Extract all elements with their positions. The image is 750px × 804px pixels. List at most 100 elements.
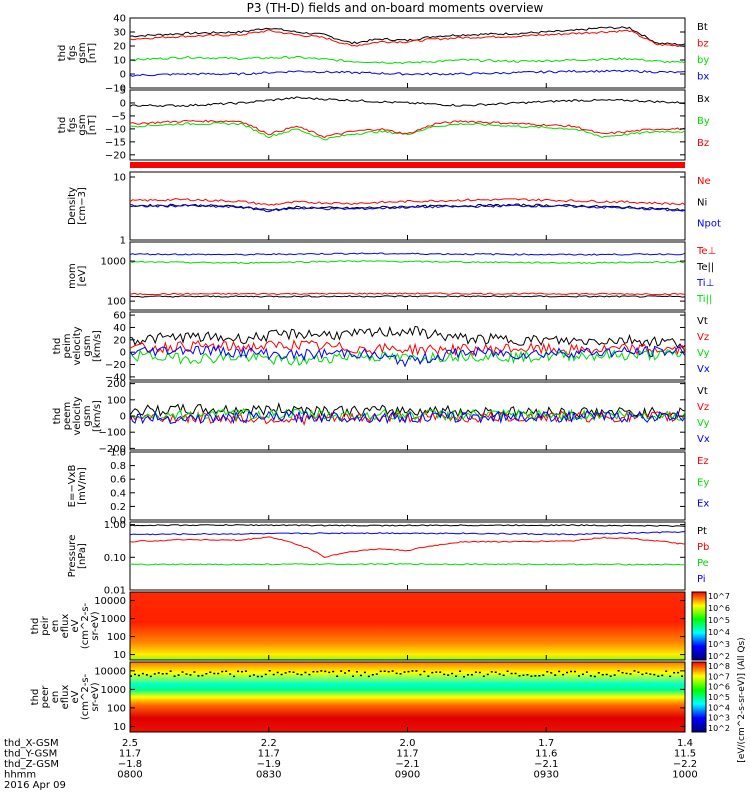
ylabel-line-peer-spectrogram: (cm^2-s- <box>80 673 91 720</box>
spectrogram-noise-mark <box>252 674 255 676</box>
panel-frame-peer-spectrogram <box>129 661 686 733</box>
spectrogram-noise-mark <box>459 670 462 672</box>
spectrogram-noise-mark <box>506 670 509 673</box>
ytick-label-fgs-gsm-components: −5 <box>111 111 126 122</box>
ylabel-line-peer-spectrogram: peer <box>40 685 51 709</box>
spectrogram-noise-mark <box>570 670 573 673</box>
spectrogram-noise-mark <box>514 672 517 675</box>
spectrogram-noise-mark <box>415 670 418 672</box>
spectrogram-noise-mark <box>407 670 410 673</box>
spectrogram-noise-mark <box>486 673 489 676</box>
spectrogram-noise-mark <box>312 670 315 673</box>
spectrogram-noise-mark <box>213 672 216 675</box>
legend-label-fgs-gsm-components-1: By <box>697 116 710 127</box>
spectrogram-noise-mark <box>518 674 521 677</box>
ylabel-line-pressure: [nPa] <box>77 543 88 569</box>
legend-label-moments-temperature-0: Te⊥ <box>696 246 716 257</box>
ytick-label-moments-temperature: 100 <box>107 297 126 308</box>
spectrogram-noise-mark <box>601 673 604 676</box>
colorbar-upper-tick: 10^5 <box>708 616 730 625</box>
spectrogram-noise-mark <box>264 673 267 676</box>
legend-label-moments-temperature-3: Ti|| <box>696 294 712 305</box>
ephemeris-value: 2.5 <box>122 738 138 749</box>
spectrogram-noise-mark <box>383 670 386 672</box>
legend-label-peem-velocity-0: Vt <box>697 386 708 397</box>
ephemeris-value: 1.7 <box>538 738 554 749</box>
spectrogram-noise-mark <box>478 671 481 674</box>
ytick-label-pressure: 0.10 <box>104 553 126 564</box>
ytick-label-electric-field: 0.8 <box>110 461 126 472</box>
spectrogram-noise-mark <box>581 673 584 676</box>
spectrogram-noise-mark <box>233 675 236 678</box>
spectrogram-noise-mark <box>284 672 287 674</box>
ytick-label-fgs-gsm-total: 20 <box>113 42 126 53</box>
panel-frame-moments-temperature <box>129 241 686 311</box>
colorbar-lower-tick: 10^4 <box>708 703 730 712</box>
spectrogram-noise-mark <box>538 674 541 677</box>
colorbar-upper-tick: 10^3 <box>708 640 730 649</box>
ylabel-line-peir-spectrogram: eflux <box>60 614 71 639</box>
spectrogram-noise-mark <box>225 670 228 673</box>
ephemeris-value: −1.9 <box>257 759 281 770</box>
spectrogram-noise-mark <box>526 674 529 676</box>
spectrogram-noise-mark <box>419 673 422 676</box>
ylabel-line-fgs-gsm-total: fgs <box>67 45 78 60</box>
ylabel-line-peim-velocity: peim <box>62 333 73 358</box>
spectrogram-noise-mark <box>439 671 442 673</box>
spectrogram-noise-mark <box>574 670 576 673</box>
legend-label-fgs-gsm-components-2: Bz <box>697 138 709 149</box>
ephemeris-value: −1.8 <box>118 759 142 770</box>
legend-label-density-2: Npot <box>697 219 721 230</box>
ephemeris-value: −2.2 <box>673 759 697 770</box>
ytick-label-peim-velocity: 0 <box>120 348 126 359</box>
ytick-label-fgs-gsm-components: −10 <box>105 124 126 135</box>
ylabel-line-peem-velocity: [km/s] <box>92 400 103 432</box>
spectrogram-noise-mark <box>241 670 243 673</box>
series-line-moments-temperature-Ti⊥ <box>129 252 686 256</box>
spectrogram-noise-mark <box>169 670 172 672</box>
ylabel-line-peem-velocity: thd <box>52 408 63 425</box>
spectrogram-noise-mark <box>268 670 271 672</box>
legend-label-pressure-1: Pb <box>697 542 709 553</box>
spectrogram-noise-mark <box>276 671 279 674</box>
spectrogram-noise-mark <box>466 674 469 676</box>
ytick-label-fgs-gsm-total: −10 <box>105 84 126 95</box>
ylabel-line-peim-velocity: thd <box>52 338 63 355</box>
colorbar-upper-tick: 10^2 <box>708 652 730 661</box>
spectrogram-noise-mark <box>435 671 438 673</box>
spectrogram-noise-mark <box>562 673 565 676</box>
ephemeris-value: −2.1 <box>395 759 419 770</box>
spectrogram-noise-mark <box>625 672 628 675</box>
spectrogram-noise-mark <box>288 670 291 673</box>
ytick-label-peim-velocity: −40 <box>105 372 126 383</box>
series-line-fgs-gsm-total-by <box>129 55 686 65</box>
ephemeris-value: 0900 <box>395 770 420 781</box>
ephemeris-value: −2.1 <box>534 759 558 770</box>
spectrogram-noise-mark <box>451 672 454 675</box>
spectrogram-noise-mark <box>209 671 212 674</box>
ytick-label-peir-spectrogram: 10 <box>113 650 126 661</box>
ylabel-line-fgs-gsm-components: [nT] <box>87 115 98 135</box>
spectrogram-noise-mark <box>292 671 295 674</box>
ylabel-line-peim-velocity: velocity <box>72 326 83 365</box>
spectrogram-noise-mark <box>427 675 430 677</box>
ylabel-line-peir-spectrogram: sr-eV) <box>90 611 101 640</box>
ylabel-line-peer-spectrogram: eflux <box>60 685 71 710</box>
ytick-label-density: 1 <box>120 236 126 247</box>
spectrogram-noise-mark <box>585 671 588 673</box>
series-line-fgs-gsm-components-Bx <box>129 96 686 108</box>
spectrogram-noise-mark <box>621 671 624 674</box>
spectrogram-noise-mark <box>367 675 370 678</box>
spectrogram-noise-mark <box>403 671 406 673</box>
legend-label-fgs-gsm-components-0: Bx <box>697 94 710 105</box>
legend-label-pressure-3: Pi <box>697 574 706 585</box>
spectrogram-noise-mark <box>431 671 434 674</box>
spectrogram-noise-mark <box>593 675 596 678</box>
series-line-fgs-gsm-total-bz <box>129 29 686 48</box>
colorbar-upper <box>691 591 707 661</box>
spectrogram-noise-mark <box>320 670 323 672</box>
ylabel-line-fgs-gsm-components: thd <box>57 117 68 134</box>
ylabel-line-moments-temperature: [eV] <box>77 266 88 287</box>
